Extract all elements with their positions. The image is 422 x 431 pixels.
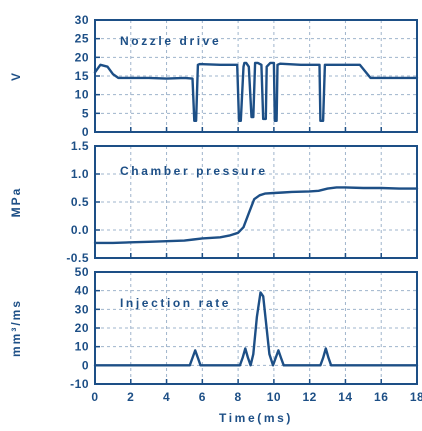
y-axis-label: mm³/ms xyxy=(9,299,23,357)
x-tick-label: 16 xyxy=(374,390,388,404)
panel-annotation: Injection rate xyxy=(120,296,231,310)
y-axis-label: MPa xyxy=(9,187,23,218)
x-tick-label: 6 xyxy=(199,390,206,404)
x-tick-label: 8 xyxy=(235,390,242,404)
x-tick-label: 10 xyxy=(267,390,281,404)
series-line-1 xyxy=(93,61,419,123)
panel-2: -0.5 0.0 0.5 1.0 1.5 Chamber pressure MPa xyxy=(9,139,419,265)
y-tick-label: 0.0 xyxy=(71,223,89,237)
y-tick-label: 5 xyxy=(82,106,89,120)
y-tick-label: 1.5 xyxy=(71,139,89,153)
y-tick-label: 30 xyxy=(75,13,89,27)
y-tick-label: 10 xyxy=(75,340,89,354)
x-tick-label: 0 xyxy=(91,390,98,404)
y-tick-label: 20 xyxy=(75,321,89,335)
series-line-1 xyxy=(93,186,419,245)
series-line-1 xyxy=(93,291,419,367)
y-tick-label: 0.5 xyxy=(71,195,89,209)
panel-1: 0 5 10 15 20 25 30 Nozzle drive V xyxy=(9,13,419,139)
y-tick-label: 0 xyxy=(82,358,89,372)
y-axis-label: V xyxy=(9,71,23,81)
x-tick-label: 2 xyxy=(127,390,134,404)
y-tick-label: 40 xyxy=(75,284,89,298)
y-tick-label: 30 xyxy=(75,302,89,316)
x-tick-label: 4 xyxy=(163,390,170,404)
panel-annotation: Nozzle drive xyxy=(120,34,221,48)
y-tick-label: -0.5 xyxy=(66,251,89,265)
y-tick-label: -10 xyxy=(70,377,89,391)
y-tick-label: 0 xyxy=(82,125,89,139)
y-tick-label: 1.0 xyxy=(71,167,89,181)
x-tick-label: 18 xyxy=(410,390,422,404)
y-tick-label: 25 xyxy=(75,32,89,46)
y-tick-label: 15 xyxy=(75,69,89,83)
y-tick-label: 20 xyxy=(75,50,89,64)
panel-annotation: Chamber pressure xyxy=(120,164,268,178)
y-tick-label: 50 xyxy=(75,265,89,279)
x-tick-label: 12 xyxy=(302,390,316,404)
y-tick-label: 10 xyxy=(75,88,89,102)
x-axis-label: Time(ms) xyxy=(219,411,293,425)
x-tick-label: 14 xyxy=(338,390,352,404)
